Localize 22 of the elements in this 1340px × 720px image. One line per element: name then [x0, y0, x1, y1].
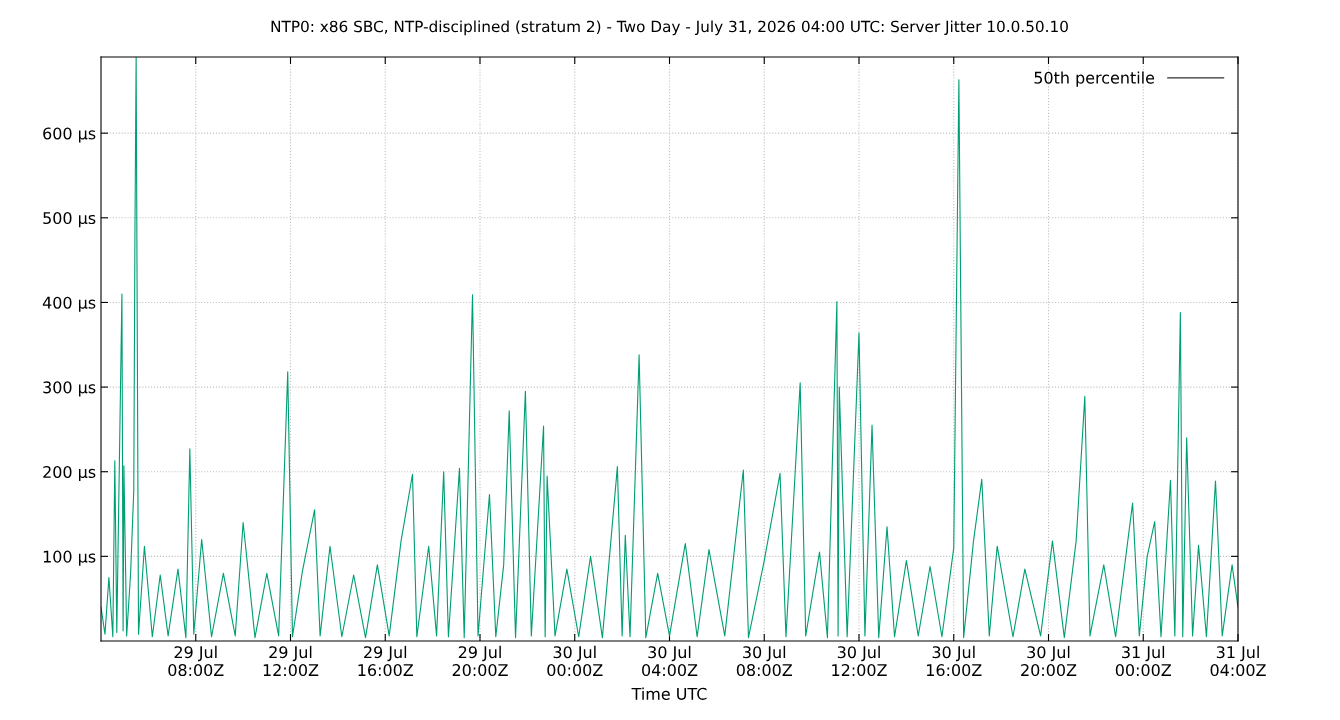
legend-label: 50th percentile: [1034, 71, 1155, 87]
x-axis-title: Time UTC: [631, 687, 707, 700]
x-tick-label: 29 Jul 16:00Z: [358, 645, 414, 677]
x-tick-label: 30 Jul 20:00Z: [1021, 645, 1077, 677]
x-tick-label: 31 Jul 00:00Z: [1115, 645, 1172, 677]
x-tick-label: 30 Jul 12:00Z: [832, 645, 887, 677]
x-tick-label: 31 Jul 04:00Z: [1210, 645, 1266, 677]
y-tick-label: 400 µs: [42, 296, 96, 312]
x-tick-label: 30 Jul 16:00Z: [927, 645, 982, 677]
y-tick-label: 200 µs: [43, 465, 96, 482]
x-tick-label: 29 Jul 20:00Z: [452, 645, 508, 677]
line-series: [101, 57, 1238, 639]
y-tick-label: 100 µs: [43, 550, 96, 566]
x-tick-label: 29 Jul 08:00Z: [168, 645, 224, 677]
x-tick-label: 30 Jul 00:00Z: [547, 645, 603, 677]
chart-title: NTP0: x86 SBC, NTP-disciplined (stratum 2) - Two Day - July 31, 2026 04:00 UTC: Server Jitter 10.0.50.10: [271, 20, 1068, 36]
x-tick-label: 30 Jul 08:00Z: [736, 645, 793, 677]
y-tick-label: 300 µs: [43, 381, 96, 397]
x-tick-label: 29 Jul 12:00Z: [263, 645, 319, 677]
y-tick-label: 600 µs: [43, 127, 96, 143]
x-tick-label: 30 Jul 04:00Z: [642, 645, 698, 677]
y-tick-label: 500 µs: [43, 212, 96, 228]
